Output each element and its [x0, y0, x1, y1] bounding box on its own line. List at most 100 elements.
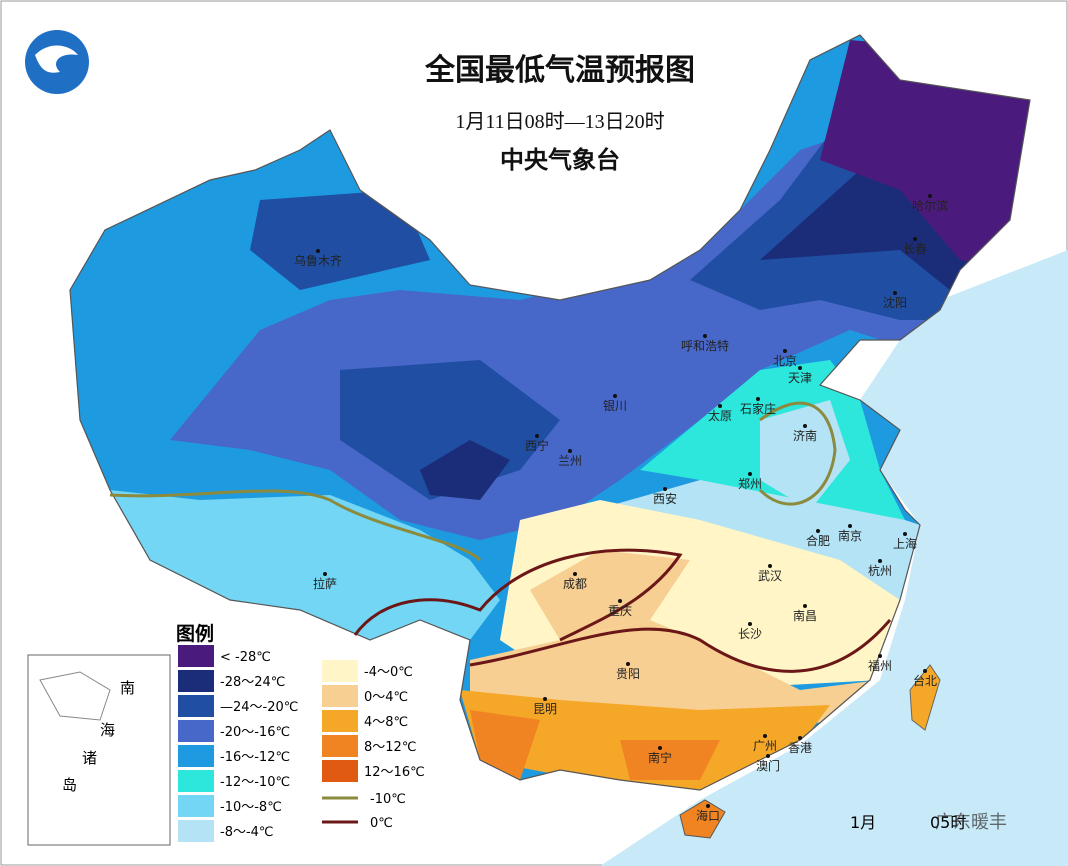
legend-label: 8～12℃ [364, 740, 416, 755]
legend-label: —24～-20℃ [220, 700, 298, 715]
inset-label: 诸 [82, 749, 97, 767]
city-label: 兰州 [558, 454, 582, 468]
city-dot [573, 572, 577, 576]
inset-label: 岛 [62, 776, 77, 794]
city-dot [543, 697, 547, 701]
city-dot [803, 424, 807, 428]
city-label: 石家庄 [740, 401, 776, 416]
watermark: 广东暖丰 [935, 812, 1007, 833]
city-dot [535, 434, 539, 438]
city-dot [568, 449, 572, 453]
agency: 中央气象台 [500, 146, 620, 174]
footer-time: 05时 [930, 813, 966, 832]
legend-swatch [178, 695, 214, 717]
legend-swatch [178, 645, 214, 667]
city-label: 太原 [708, 408, 732, 423]
city-label: 沈阳 [883, 295, 907, 310]
legend-label: -10℃ [370, 792, 406, 807]
city-label: 福州 [868, 658, 892, 673]
contour-minus10 [109, 401, 837, 562]
city-dot [706, 804, 710, 808]
city-dot [816, 529, 820, 533]
city-dot [748, 622, 752, 626]
legend-label: -10～-8℃ [220, 800, 282, 815]
footer-date: 1月 [850, 813, 876, 832]
city-label: 南宁 [648, 750, 672, 765]
city-label: 昆明 [533, 702, 557, 716]
subtitle: 1月11日08时—13日20时 [455, 110, 664, 133]
city-dot [768, 564, 772, 568]
city-label: 南京 [838, 528, 862, 543]
city-dot [323, 572, 327, 576]
city-label: 武汉 [758, 569, 782, 583]
inset-label: 海 [100, 721, 115, 739]
city-label: 银川 [603, 399, 627, 413]
city-dot [613, 394, 617, 398]
city-dot [798, 736, 802, 740]
city-dot [803, 604, 807, 608]
legend-swatch [178, 745, 214, 767]
legend-label: -4～0℃ [364, 665, 413, 680]
city-dot [718, 404, 722, 408]
city-label: 广州 [753, 739, 777, 753]
city-dot [618, 599, 622, 603]
legend-label: 0℃ [370, 816, 393, 831]
city-label: 合肥 [806, 533, 830, 548]
city-dot [316, 249, 320, 253]
legend-label: -8～-4℃ [220, 825, 274, 840]
city-label: 长春 [903, 242, 927, 256]
legend-label: 0～4℃ [364, 690, 408, 705]
city-dot [703, 334, 707, 338]
city-label: 哈尔滨 [912, 198, 948, 213]
legend-title: 图例 [176, 622, 214, 645]
city-dot [783, 349, 787, 353]
legend-swatch [322, 760, 358, 782]
city-dot [663, 487, 667, 491]
city-label: 台北 [913, 673, 937, 688]
legend-label: -20～-16℃ [220, 725, 290, 740]
contour-zero [353, 548, 892, 673]
city-dot [913, 237, 917, 241]
city-label: 香港 [788, 741, 812, 755]
city-label: 南昌 [793, 608, 817, 623]
city-label: 乌鲁木齐 [294, 253, 342, 268]
city-label: 郑州 [738, 476, 762, 491]
inset-coast [39, 671, 111, 721]
city-dot [893, 291, 897, 295]
city-dot [878, 654, 882, 658]
legend-label: -16～-12℃ [220, 750, 290, 765]
legend-swatch [178, 670, 214, 692]
city-dot [903, 532, 907, 536]
city-label: 成都 [563, 577, 587, 591]
logo [25, 30, 89, 94]
legend-swatch [322, 685, 358, 707]
legend-swatch [178, 820, 214, 842]
city-label: 海口 [696, 808, 720, 823]
city-label: 贵阳 [616, 667, 640, 681]
legend-label: 12～16℃ [364, 765, 425, 780]
legend-swatch [178, 720, 214, 742]
taiwan [909, 664, 941, 731]
city-dot [848, 524, 852, 528]
city-label: 澳门 [756, 758, 780, 773]
city-dot [748, 472, 752, 476]
legend-label: < -28℃ [220, 650, 271, 665]
city-label: 呼和浩特 [681, 338, 729, 353]
legend-swatch [322, 710, 358, 732]
legend-swatch [178, 770, 214, 792]
city-label: 西安 [653, 491, 677, 506]
city-label: 济南 [793, 428, 817, 443]
sea [600, 250, 1068, 866]
city-dot [626, 662, 630, 666]
city-dot [658, 746, 662, 750]
city-dot [878, 559, 882, 563]
city-label: 上海 [893, 536, 917, 551]
city-dot [763, 734, 767, 738]
legend-swatch [322, 735, 358, 757]
inset-label: 南 [120, 679, 135, 697]
legend-label: 4～8℃ [364, 715, 408, 730]
legend-label: -28～24℃ [220, 675, 285, 690]
city-dot [923, 669, 927, 673]
city-label: 天津 [788, 371, 812, 385]
legend-swatch [178, 795, 214, 817]
